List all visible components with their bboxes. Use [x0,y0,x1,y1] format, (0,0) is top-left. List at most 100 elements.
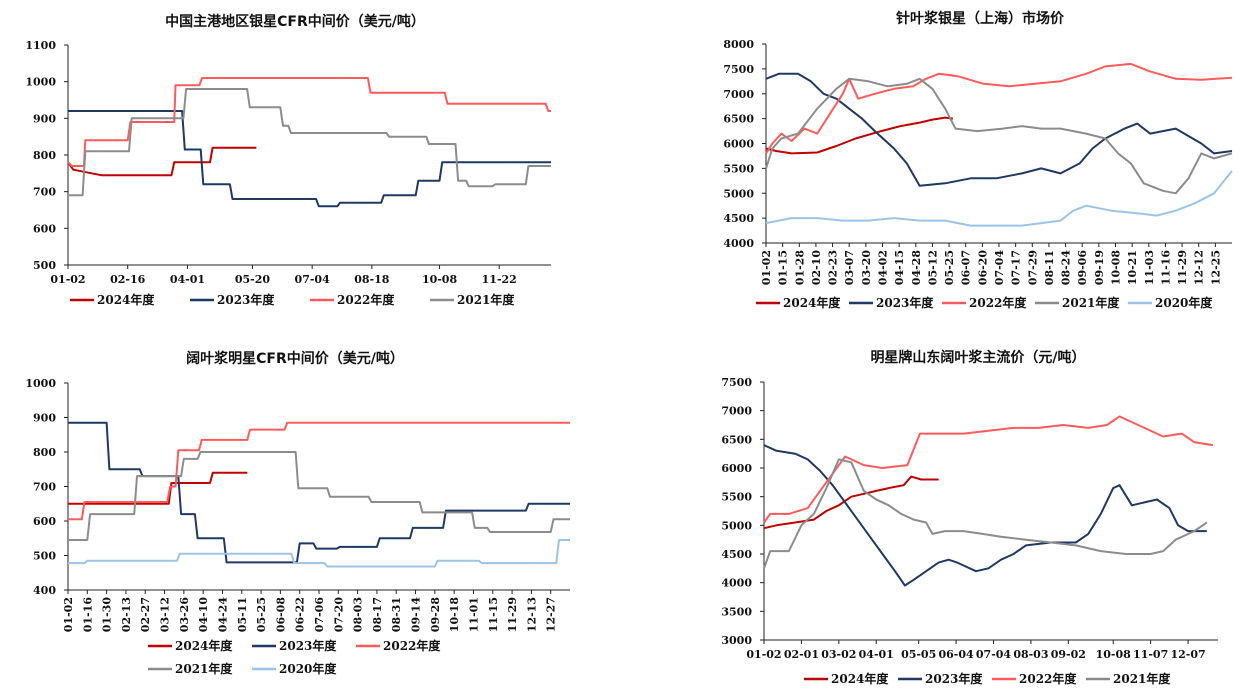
x-tick-label: 06-20 [976,250,989,286]
chart-panel-shandong-hardwood: 明星牌山东阔叶浆主流价（元/吨） 3000 3500 4000 4500 5000 5500… [624,340,1248,699]
legend-label: 2020年度 [279,661,337,676]
series-line-2 [68,421,570,521]
series-line-1 [763,444,1207,587]
series-line-0 [67,146,257,177]
x-tick-label: 10-08 [1110,250,1123,286]
legend-label: 2021年度 [457,292,515,307]
series-line-1 [68,421,570,564]
x-tick-label: 07-29 [1026,250,1039,285]
chart-panel-cfr-silver-star: 中国主港地区银星CFR中间价（美元/吨） 500 600 700 800 900 1000 1… [0,0,624,330]
x-tick-label: 09-19 [1093,250,1106,285]
x-tick-label: 05-20 [235,273,271,286]
series-line-0 [765,116,954,155]
chart-svg: 阔叶浆明星CFR中间价（美元/吨） 400 500 600 700 800 900 1000 0… [25,350,570,676]
y-tick-label: 1100 [25,39,56,52]
x-tick-label: 07-20 [332,597,345,633]
y-tick-label: 900 [33,412,56,425]
x-tick-label: 03-12 [159,597,172,632]
legend-label: 2023年度 [217,292,275,307]
x-tick-label: 01-15 [777,250,790,285]
x-tick-label: 07-04 [295,273,331,286]
x-tick-label: 01-02 [62,597,75,632]
series-line-2 [765,62,1233,154]
x-tick-label: 05-11 [236,597,249,632]
x-tick-label: 02-27 [139,597,152,632]
legend-label: 2022年度 [969,295,1027,310]
y-tick-label: 3000 [721,634,752,647]
x-tick-label: 12-12 [1193,250,1206,285]
legend-label: 2021年度 [175,661,233,676]
chart-svg: 中国主港地区银星CFR中间价（美元/吨） 500 600 700 800 900 1000 1… [25,13,551,307]
x-tick-label: 08-11 [1043,250,1056,285]
chart-title: 明星牌山东阔叶浆主流价（元/吨） [870,349,1085,366]
y-tick-label: 1000 [25,377,56,390]
x-tick-label: 04-28 [910,250,923,286]
x-tick-label: 03-02 [821,648,856,661]
x-tick-label: 08-31 [390,597,403,632]
x-tick-label: 09-02 [1051,648,1086,661]
series-line-3 [765,77,1233,195]
x-tick-label: 04-15 [893,250,906,285]
series-line-3 [763,458,1208,569]
x-tick-label: 10-08 [1096,648,1132,661]
x-tick-label: 07-04 [993,250,1006,286]
y-tick-label: 6000 [723,138,754,151]
x-tick-label: 07-17 [1010,250,1023,285]
x-tick-label: 10-21 [1126,250,1139,285]
x-tick-label: 11-29 [1176,250,1189,285]
legend-label: 2024年度 [97,292,155,307]
x-tick-label: 07-06 [313,597,326,633]
legend-label: 2024年度 [175,638,233,653]
x-tick-label: 08-17 [371,597,384,632]
legend-label: 2021年度 [1062,295,1120,310]
series-line-1 [765,72,1233,187]
x-tick-label: 02-01 [784,648,819,661]
series-line-0 [763,475,939,530]
x-tick-label: 04-01 [170,273,205,286]
x-tick-label: 06-22 [294,597,307,632]
y-tick-label: 800 [33,446,56,459]
x-tick-label: 09-28 [429,597,442,633]
y-tick-label: 400 [33,584,56,597]
x-tick-label: 09-14 [410,597,423,633]
x-tick-label: 05-05 [901,648,936,661]
x-tick-label: 04-01 [859,648,894,661]
x-tick-label: 04-10 [197,597,210,633]
series-line-1 [68,110,551,208]
y-tick-label: 5500 [723,162,754,175]
x-tick-label: 01-30 [101,597,114,633]
x-tick-label: 07-04 [976,648,1012,661]
x-tick-label: 01-02 [760,250,773,285]
legend-label: 2023年度 [925,671,983,686]
x-tick-label: 03-07 [843,250,856,285]
y-tick-label: 500 [33,259,56,272]
legend-label: 2023年度 [876,295,934,310]
y-tick-label: 600 [33,222,56,235]
legend-label: 2022年度 [383,638,441,653]
y-tick-label: 500 [33,550,56,563]
y-tick-label: 6500 [723,113,754,126]
series-line-4 [68,539,570,568]
x-tick-label: 01-16 [81,597,94,633]
series-line-2 [763,415,1214,524]
legend-label: 2024年度 [783,295,841,310]
x-tick-label: 11-03 [1143,250,1156,285]
x-tick-label: 02-10 [810,250,823,286]
y-tick-label: 700 [33,186,56,199]
x-tick-label: 08-24 [1060,250,1073,286]
y-tick-label: 700 [33,481,56,494]
y-tick-label: 3500 [721,605,752,618]
y-tick-label: 800 [33,149,56,162]
x-tick-label: 03-26 [178,597,191,633]
y-tick-label: 7000 [721,405,752,418]
x-tick-label: 12-13 [525,597,538,632]
x-tick-label: 05-25 [943,250,956,285]
x-tick-label: 08-18 [354,273,390,286]
y-tick-label: 6000 [721,462,752,475]
y-tick-label: 7000 [723,88,754,101]
series-line-0 [68,471,248,505]
x-tick-label: 04-02 [877,250,890,285]
x-tick-label: 02-13 [120,597,133,632]
x-tick-label: 09-06 [1076,250,1089,286]
x-tick-label: 06-08 [274,597,287,633]
